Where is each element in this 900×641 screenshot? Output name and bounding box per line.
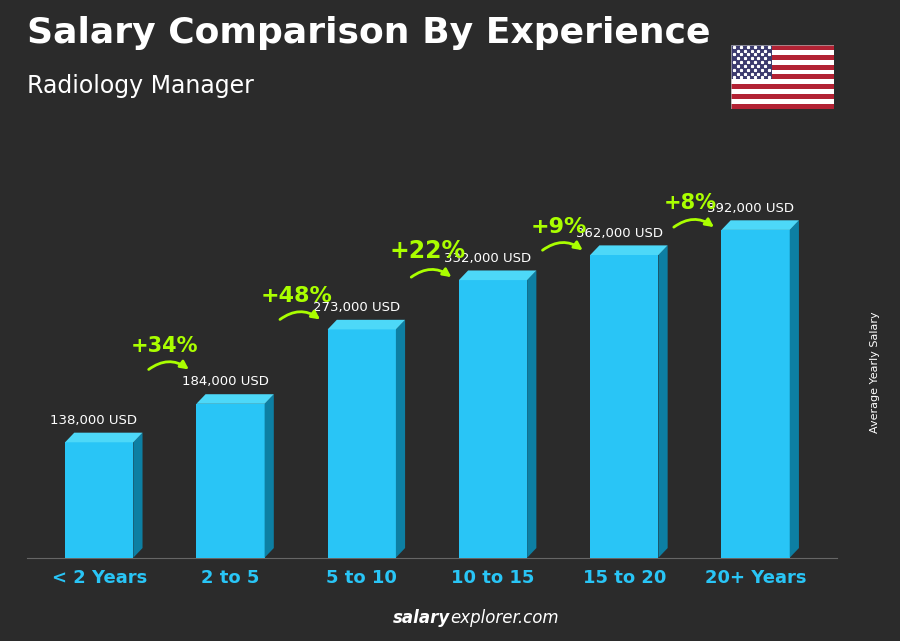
Polygon shape	[459, 271, 536, 280]
Text: 138,000 USD: 138,000 USD	[50, 414, 138, 427]
Text: 332,000 USD: 332,000 USD	[445, 252, 531, 265]
Polygon shape	[659, 246, 668, 558]
Text: Salary Comparison By Experience: Salary Comparison By Experience	[27, 16, 710, 50]
Bar	[731, 94, 834, 99]
Bar	[731, 45, 772, 79]
Bar	[731, 54, 834, 60]
Bar	[731, 69, 834, 74]
Text: 362,000 USD: 362,000 USD	[576, 227, 662, 240]
Polygon shape	[396, 320, 405, 558]
Bar	[731, 50, 834, 54]
Text: +22%: +22%	[390, 240, 465, 263]
Bar	[731, 79, 834, 85]
Text: 273,000 USD: 273,000 USD	[313, 301, 400, 314]
Bar	[731, 65, 834, 69]
Bar	[65, 442, 133, 558]
Polygon shape	[722, 221, 799, 230]
Text: 392,000 USD: 392,000 USD	[706, 201, 794, 215]
Text: +9%: +9%	[530, 217, 587, 237]
Bar	[731, 60, 834, 65]
Bar	[328, 329, 396, 558]
Bar	[731, 85, 834, 89]
Bar	[590, 255, 659, 558]
Bar	[731, 45, 834, 50]
Polygon shape	[590, 246, 668, 255]
Polygon shape	[789, 221, 799, 558]
Polygon shape	[196, 394, 274, 404]
Text: +8%: +8%	[663, 194, 716, 213]
Polygon shape	[133, 433, 142, 558]
Text: salary: salary	[392, 609, 450, 627]
Bar	[731, 99, 834, 104]
Polygon shape	[265, 394, 274, 558]
Bar	[459, 280, 527, 558]
Text: explorer.com: explorer.com	[450, 609, 559, 627]
Polygon shape	[527, 271, 536, 558]
Text: Radiology Manager: Radiology Manager	[27, 74, 254, 97]
Bar	[196, 404, 265, 558]
Bar	[731, 74, 834, 79]
Text: +34%: +34%	[131, 336, 199, 356]
Polygon shape	[328, 320, 405, 329]
Text: 184,000 USD: 184,000 USD	[182, 376, 269, 388]
Bar	[722, 230, 789, 558]
Bar	[731, 89, 834, 94]
Text: +48%: +48%	[260, 286, 332, 306]
Bar	[731, 104, 834, 109]
Polygon shape	[65, 433, 142, 442]
Text: Average Yearly Salary: Average Yearly Salary	[870, 311, 880, 433]
